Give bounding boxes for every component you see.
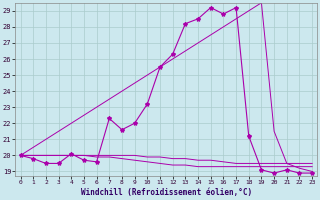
X-axis label: Windchill (Refroidissement éolien,°C): Windchill (Refroidissement éolien,°C) — [81, 188, 252, 197]
